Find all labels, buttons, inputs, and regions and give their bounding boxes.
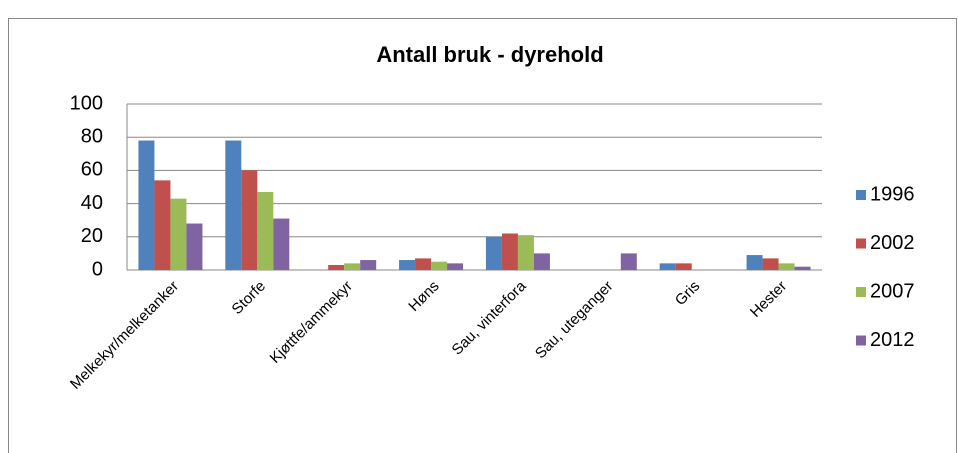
bar: [778, 263, 795, 270]
bar: [659, 263, 676, 270]
legend-label: 1996: [870, 183, 915, 205]
bar: [225, 140, 242, 270]
bar: [675, 263, 692, 270]
bar: [746, 255, 763, 270]
bar: [501, 233, 518, 270]
bar: [517, 235, 534, 270]
y-tick-label: 40: [81, 192, 103, 214]
bar: [399, 260, 416, 270]
chart-title: Antall bruk - dyrehold: [376, 42, 603, 67]
bar: [344, 263, 361, 270]
bar: [257, 191, 274, 270]
legend-label: 2012: [870, 329, 915, 351]
bar: [485, 236, 502, 270]
legend-swatch: [856, 238, 866, 249]
bar: [154, 180, 171, 270]
legend-label: 2002: [870, 232, 915, 254]
bar: [241, 170, 258, 270]
bar: [447, 263, 464, 270]
bar: [431, 261, 448, 270]
bar: [533, 253, 550, 270]
y-tick-label: 60: [81, 159, 103, 181]
bar: [620, 253, 637, 270]
y-tick-label: 100: [70, 92, 103, 114]
y-tick-label: 20: [81, 225, 103, 247]
bar: [273, 218, 290, 270]
bar: [360, 260, 377, 270]
bar: [186, 223, 203, 270]
legend-swatch: [856, 287, 866, 297]
bar: [138, 140, 155, 270]
bar: [794, 266, 811, 270]
legend-swatch: [856, 190, 866, 200]
bar: [762, 258, 779, 270]
bar: [415, 258, 432, 270]
y-tick-label: 0: [92, 258, 103, 280]
bar: [170, 198, 187, 270]
bar: [328, 265, 345, 270]
legend-label: 2007: [870, 280, 915, 302]
legend-swatch: [856, 335, 866, 346]
y-tick-label: 80: [81, 125, 103, 147]
